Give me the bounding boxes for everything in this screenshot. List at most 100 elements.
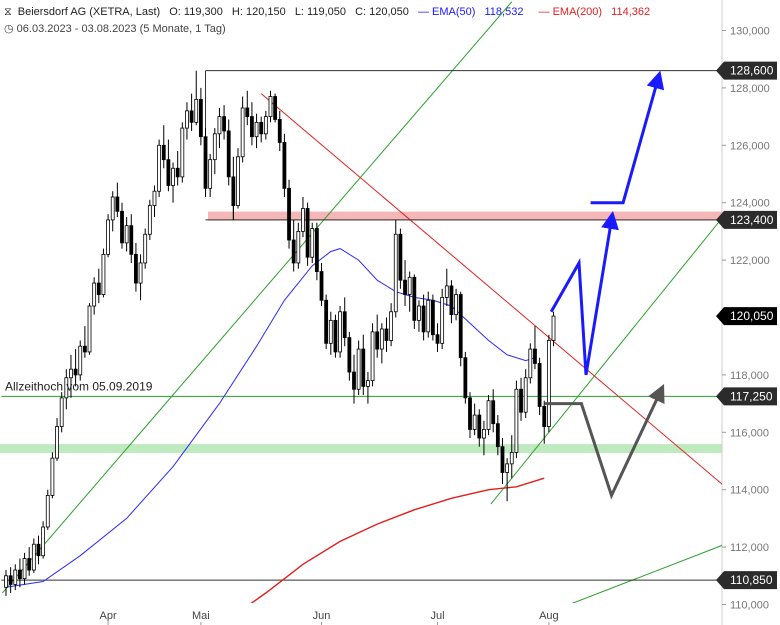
close-value: C: 120,050 — [355, 6, 409, 18]
candle-body — [463, 357, 468, 399]
candle-body — [277, 119, 282, 143]
y-tick-label: 122,000 — [730, 255, 770, 267]
candle-body — [458, 294, 463, 359]
x-tick-label: Jun — [313, 610, 331, 622]
candle-body — [426, 299, 431, 333]
candle-body — [398, 233, 403, 281]
high-value: H: 120,150 — [231, 6, 286, 18]
candle-body — [505, 463, 510, 473]
period-label: (5 Monate, 1 Tag) — [139, 23, 226, 35]
candle-body — [240, 107, 245, 158]
scenario-arrow — [549, 211, 619, 376]
candle-body — [8, 575, 13, 585]
candle-body — [482, 429, 486, 439]
candle-body — [55, 426, 59, 459]
candle-body — [96, 282, 101, 295]
candle-body — [101, 253, 106, 295]
candle-body — [222, 116, 226, 132]
candle-body — [27, 558, 32, 571]
scenario-arrow — [590, 70, 665, 205]
zone-band — [0, 444, 722, 454]
candle-body — [268, 96, 273, 118]
candle-body — [319, 271, 324, 301]
candle-body — [13, 569, 18, 585]
candle-body — [157, 144, 162, 192]
candle-body — [361, 348, 366, 387]
candle-body — [454, 294, 458, 316]
candle-body — [393, 233, 398, 313]
candle-body — [194, 98, 199, 123]
candle-body — [491, 400, 496, 425]
symbol-title: Beiersdorf AG (XETRA, Last) — [17, 6, 161, 18]
candle-body — [533, 348, 537, 364]
y-tick-label: 114,000 — [730, 485, 769, 497]
candle-body — [403, 279, 407, 295]
candle-body — [171, 167, 175, 186]
ema50-line — [5, 248, 536, 588]
candle-body — [198, 98, 203, 138]
candle-body — [115, 196, 120, 212]
y-tick-label: 116,000 — [730, 427, 769, 439]
candle-body — [342, 311, 347, 338]
candle-body — [282, 142, 287, 189]
candle-body — [328, 319, 333, 344]
price-level-label: 110,850 — [730, 573, 773, 587]
candlestick-icon: ⧖ — [4, 6, 12, 18]
price-level-label: 128,600 — [730, 64, 774, 78]
candle-body — [82, 345, 87, 353]
candle-body — [444, 285, 449, 298]
candle-body — [537, 363, 542, 407]
candle-body — [36, 543, 41, 557]
candle-body — [417, 305, 421, 321]
ema200-line — [250, 477, 545, 603]
candle-body — [250, 116, 254, 138]
candle-body — [546, 340, 551, 427]
y-tick-label: 110,000 — [730, 600, 769, 612]
candle-body — [212, 133, 217, 161]
x-tick-label: Mai — [192, 610, 210, 622]
zone-band — [208, 211, 722, 221]
candle-body — [217, 116, 222, 135]
candle-body — [519, 388, 523, 413]
candle-body — [477, 414, 482, 439]
candle-body — [259, 121, 264, 135]
candle-body — [314, 228, 319, 272]
candle-body — [468, 397, 472, 430]
candle-body — [22, 558, 27, 580]
candle-body — [69, 368, 73, 379]
x-tick-label: Apr — [100, 610, 117, 622]
trendline-layer — [1, 1, 722, 603]
candle-body — [129, 225, 134, 255]
candle-body — [514, 388, 519, 453]
candle-body — [263, 116, 268, 135]
candle-body — [291, 239, 296, 264]
candle-body — [509, 451, 514, 465]
candle-body — [528, 348, 533, 379]
candle-body — [523, 377, 528, 413]
candle-body — [245, 107, 250, 117]
candle-body — [208, 159, 213, 189]
y-tick-label: 124,000 — [730, 198, 770, 210]
candle-body — [152, 190, 157, 206]
ema50-legend: — EMA(50) 118,532 — [417, 6, 524, 18]
candle-body — [389, 311, 394, 341]
candle-body — [73, 368, 78, 376]
candle-body — [324, 299, 329, 344]
candle-body — [226, 130, 231, 178]
price-level-label: 117,250 — [730, 389, 773, 403]
candle-body — [41, 526, 46, 557]
candle-body — [440, 297, 445, 344]
x-tick-label: Jul — [430, 610, 444, 622]
candle-body — [180, 127, 185, 178]
candle-body — [18, 569, 22, 580]
candle-body — [472, 414, 477, 430]
candle-body — [435, 334, 440, 344]
chart-header: ⧖ Beiersdorf AG (XETRA, Last) O: 119,300 … — [4, 6, 662, 19]
price-level-label: 120,050 — [730, 309, 774, 323]
candle-body — [449, 285, 454, 316]
y-tick-label: 118,000 — [730, 370, 769, 382]
candle-body — [175, 167, 180, 178]
trendline — [490, 217, 722, 505]
y-tick-label: 130,000 — [730, 26, 770, 38]
